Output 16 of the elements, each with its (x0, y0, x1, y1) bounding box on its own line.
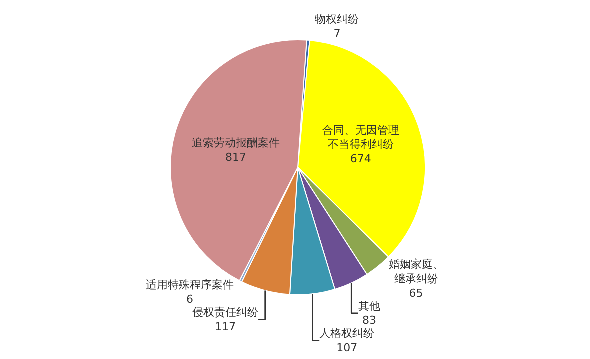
slice-label: 人格权纠纷 (320, 327, 375, 340)
slice-label: 适用特殊程序案件 (146, 278, 234, 292)
data-label: 107 (336, 341, 358, 354)
data-label: 674 (350, 152, 372, 166)
data-label: 83 (362, 314, 376, 328)
slice-label: 物权纠纷 (315, 13, 360, 26)
data-label: 65 (409, 286, 424, 300)
data-label: 117 (215, 320, 236, 334)
data-label: 6 (186, 293, 194, 306)
data-label: 817 (225, 150, 246, 164)
data-label: 7 (334, 28, 341, 41)
slice-label: 合同、无因管理不当得利纠纷 (322, 124, 400, 152)
slice-label: 侵权责任纠纷 (192, 306, 259, 320)
slice-label: 婚姻家庭、继承纠纷 (388, 258, 444, 286)
slice-label: 追索劳动报酬案件 (192, 136, 280, 150)
slice-label: 其他 (358, 300, 380, 313)
